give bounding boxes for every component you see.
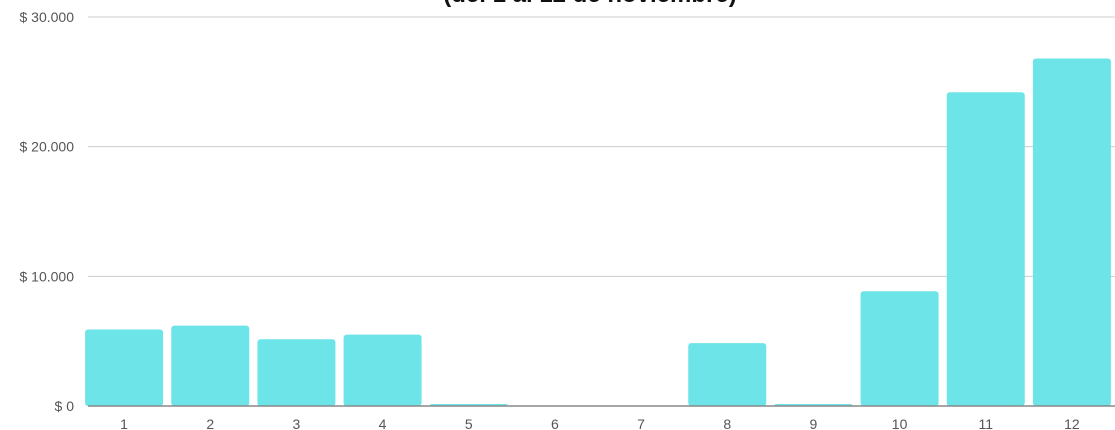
x-tick-label: 10	[892, 416, 908, 430]
gridlines	[88, 16, 1115, 277]
bar-1	[85, 329, 164, 406]
x-tick-label: 4	[379, 416, 387, 430]
y-tick-label: $ 20.000	[20, 139, 75, 155]
chart-title: (del 1 al 12 de noviembre)	[443, 0, 736, 8]
y-tick-label: $ 30.000	[20, 9, 75, 25]
x-tick-labels: 1 2 3 4 5 6 7 8 9 10 11 12	[120, 416, 1080, 430]
y-tick-label: $ 10.000	[20, 268, 75, 284]
x-tick-label: 12	[1064, 416, 1080, 430]
x-tick-label: 2	[206, 416, 214, 430]
x-tick-label: 5	[465, 416, 473, 430]
bar-2	[171, 325, 250, 406]
y-tick-labels: $ 0 $ 10.000 $ 20.000 $ 30.000	[20, 9, 75, 414]
bar-3	[257, 339, 336, 406]
bar-12	[1032, 58, 1111, 406]
x-tick-label: 3	[293, 416, 301, 430]
bar-11	[946, 92, 1025, 406]
bar-4	[343, 334, 422, 406]
bar-10	[860, 291, 939, 406]
bar-8	[688, 343, 767, 406]
y-tick-label: $ 0	[55, 398, 75, 414]
x-tick-label: 1	[120, 416, 128, 430]
x-tick-label: 8	[723, 416, 731, 430]
bars	[85, 58, 1111, 406]
x-tick-label: 6	[551, 416, 559, 430]
x-tick-label: 7	[637, 416, 645, 430]
x-tick-label: 11	[978, 416, 993, 430]
x-tick-label: 9	[810, 416, 818, 430]
